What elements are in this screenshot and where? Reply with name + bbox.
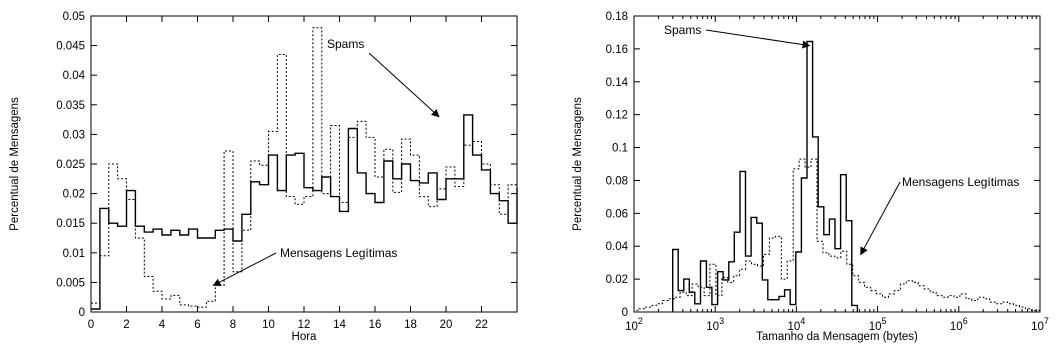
legit-series-line: [91, 27, 518, 308]
annotation-label: Mensagens Legítimas: [902, 175, 1019, 189]
legit-series-line: [633, 158, 1041, 312]
x-tick-label: 106: [950, 316, 968, 333]
y-tick-label: 0.08: [606, 175, 628, 187]
x-tick-label: 16: [369, 319, 382, 331]
y-tick-label: 0.02: [63, 189, 85, 201]
x-tick-exponent: 6: [963, 316, 968, 326]
x-tick-exponent: 4: [800, 316, 805, 326]
x-tick-label: 10: [262, 319, 275, 331]
plot-frame: [633, 15, 1041, 313]
annotation-label: Spams: [327, 37, 364, 51]
y-tick-label: 0.12: [606, 110, 628, 122]
x-tick-label: 104: [787, 316, 805, 333]
x-tick-base: 10: [950, 321, 963, 333]
y-tick-label: 0.02: [606, 274, 628, 286]
x-tick-base: 10: [869, 321, 882, 333]
spams-series-line: [672, 40, 859, 312]
x-tick-base: 10: [625, 321, 638, 333]
x-tick-label: 0: [88, 319, 94, 331]
x-tick-label: 12: [298, 319, 311, 331]
x-tick-label: 22: [475, 319, 488, 331]
y-tick-label: 0.16: [606, 44, 628, 56]
y-tick-label: 0.05: [63, 11, 85, 23]
x-tick-label: 18: [404, 319, 417, 331]
y-tick-label: 0.01: [63, 248, 85, 260]
x-tick-label: 4: [159, 319, 166, 331]
annotation-arrow: [860, 181, 901, 256]
x-tick-base: 10: [1031, 321, 1044, 333]
x-tick-base: 10: [787, 321, 800, 333]
y-tick-label: 0.035: [56, 100, 85, 112]
y-tick-label: 0.04: [63, 70, 86, 82]
y-tick-label: 0: [622, 307, 628, 319]
x-tick-exponent: 7: [1044, 316, 1049, 326]
x-tick-label: 107: [1031, 316, 1049, 333]
x-axis-label: Tamanho da Mensagem (bytes): [756, 331, 918, 343]
x-tick-label: 105: [869, 316, 887, 333]
annotation-label: Mensagens Legítimas: [280, 246, 397, 260]
y-tick-label: 0.015: [56, 218, 85, 230]
y-tick-label: 0.005: [56, 277, 85, 289]
annotation-arrow: [368, 52, 440, 118]
y-tick-label: 0.14: [606, 77, 629, 89]
y-tick-label: 0.1: [612, 143, 628, 155]
x-tick-label: 8: [230, 319, 236, 331]
y-tick-label: 0.18: [606, 11, 628, 23]
y-axis-label: Percentual de Mensagens: [572, 97, 584, 231]
x-tick-label: 103: [706, 316, 724, 333]
x-tick-label: 20: [440, 319, 453, 331]
x-tick-label: 2: [123, 319, 129, 331]
hourly-distribution-chart: 0 0.005 0.01 0.015 0.02 0.025 0.03 0.035 0.04 0.0…: [9, 11, 518, 343]
y-tick-label: 0.025: [56, 159, 85, 171]
x-tick-label: 6: [194, 319, 200, 331]
x-tick-base: 10: [706, 321, 719, 333]
annotation-arrow: [705, 29, 811, 49]
x-tick-exponent: 5: [881, 316, 886, 326]
y-tick-label: 0.06: [606, 208, 628, 220]
y-axis-label: Percentual de Mensagens: [9, 97, 21, 231]
y-tick-label: 0.045: [56, 41, 85, 53]
annotation-arrow: [212, 252, 277, 286]
x-tick-exponent: 3: [719, 316, 724, 326]
spams-series-line: [91, 114, 518, 310]
x-tick-exponent: 2: [638, 316, 643, 326]
y-tick-label: 0.03: [63, 129, 85, 141]
x-tick-label: 14: [333, 319, 346, 331]
x-tick-label: 102: [625, 316, 643, 333]
y-tick-label: 0: [79, 307, 85, 319]
x-axis-label: Hora: [292, 331, 318, 343]
annotation-label: Spams: [664, 23, 701, 37]
y-tick-label: 0.04: [606, 241, 629, 253]
